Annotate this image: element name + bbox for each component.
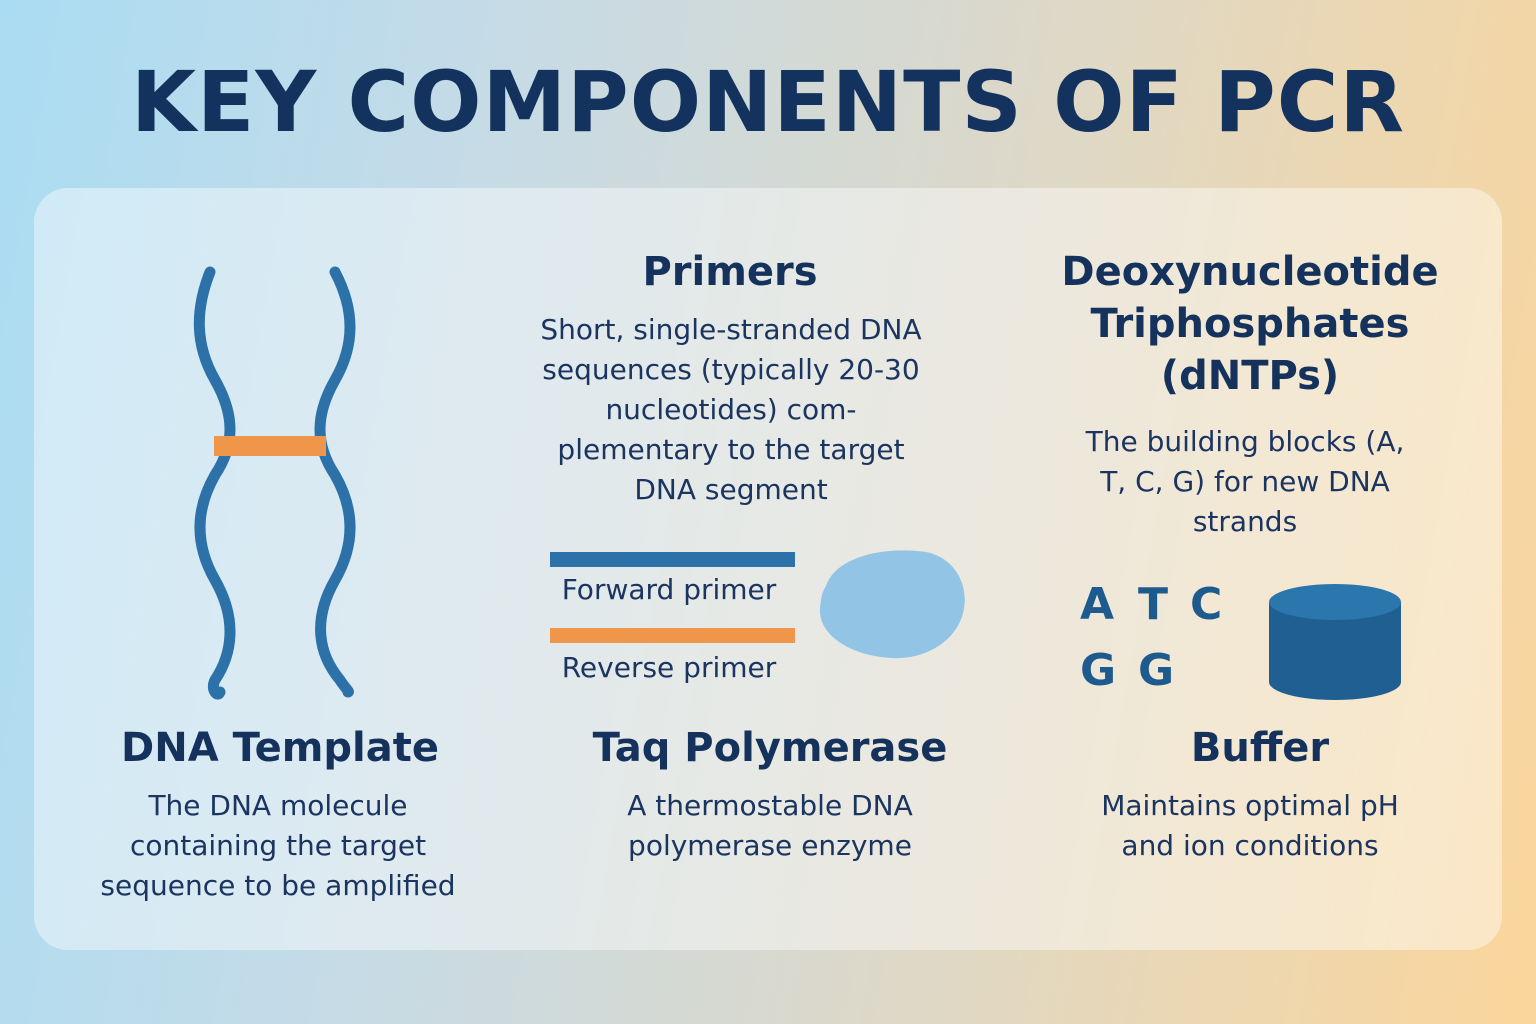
nucleotide-letter-c: C [1190,579,1223,630]
nucleotide-letter-t: T [1138,579,1169,630]
buffer-cylinder-icon [1269,584,1401,700]
forward-primer-bar [550,552,795,567]
page-title: KEY COMPONENTS OF PCR [130,53,1406,151]
components-panel [34,188,1502,950]
primers-description: Short, single-stranded DNA sequences (ty… [540,313,922,506]
reverse-primer-bar [550,628,795,643]
dna-template-description: The DNA molecule containing the target s… [100,789,456,902]
taq-heading: Taq Polymerase [592,725,948,771]
taq-description: A thermostable DNA polymerase enzyme [627,789,913,862]
nucleotide-letter-a: A [1080,579,1115,630]
dntps-heading: Deoxynucleotide Triphosphates (dNTPs) [1061,249,1439,399]
forward-primer-label: Forward primer [561,573,777,606]
enzyme-blob-icon [819,550,965,659]
buffer-description: Maintains optimal pH and ion conditions [1101,789,1399,862]
reverse-primer-label: Reverse primer [561,651,777,684]
dna-double-strand-icon [193,266,356,700]
nucleotide-letter-g1: G [1080,645,1117,696]
buffer-heading: Buffer [1190,725,1330,771]
dna-template-heading: DNA Template [121,725,439,771]
nucleotide-letter-g2: G [1138,645,1175,696]
dntps-description: The building blocks (A, T, C, G) for new… [1085,425,1405,538]
primers-heading: Primers [642,249,818,295]
